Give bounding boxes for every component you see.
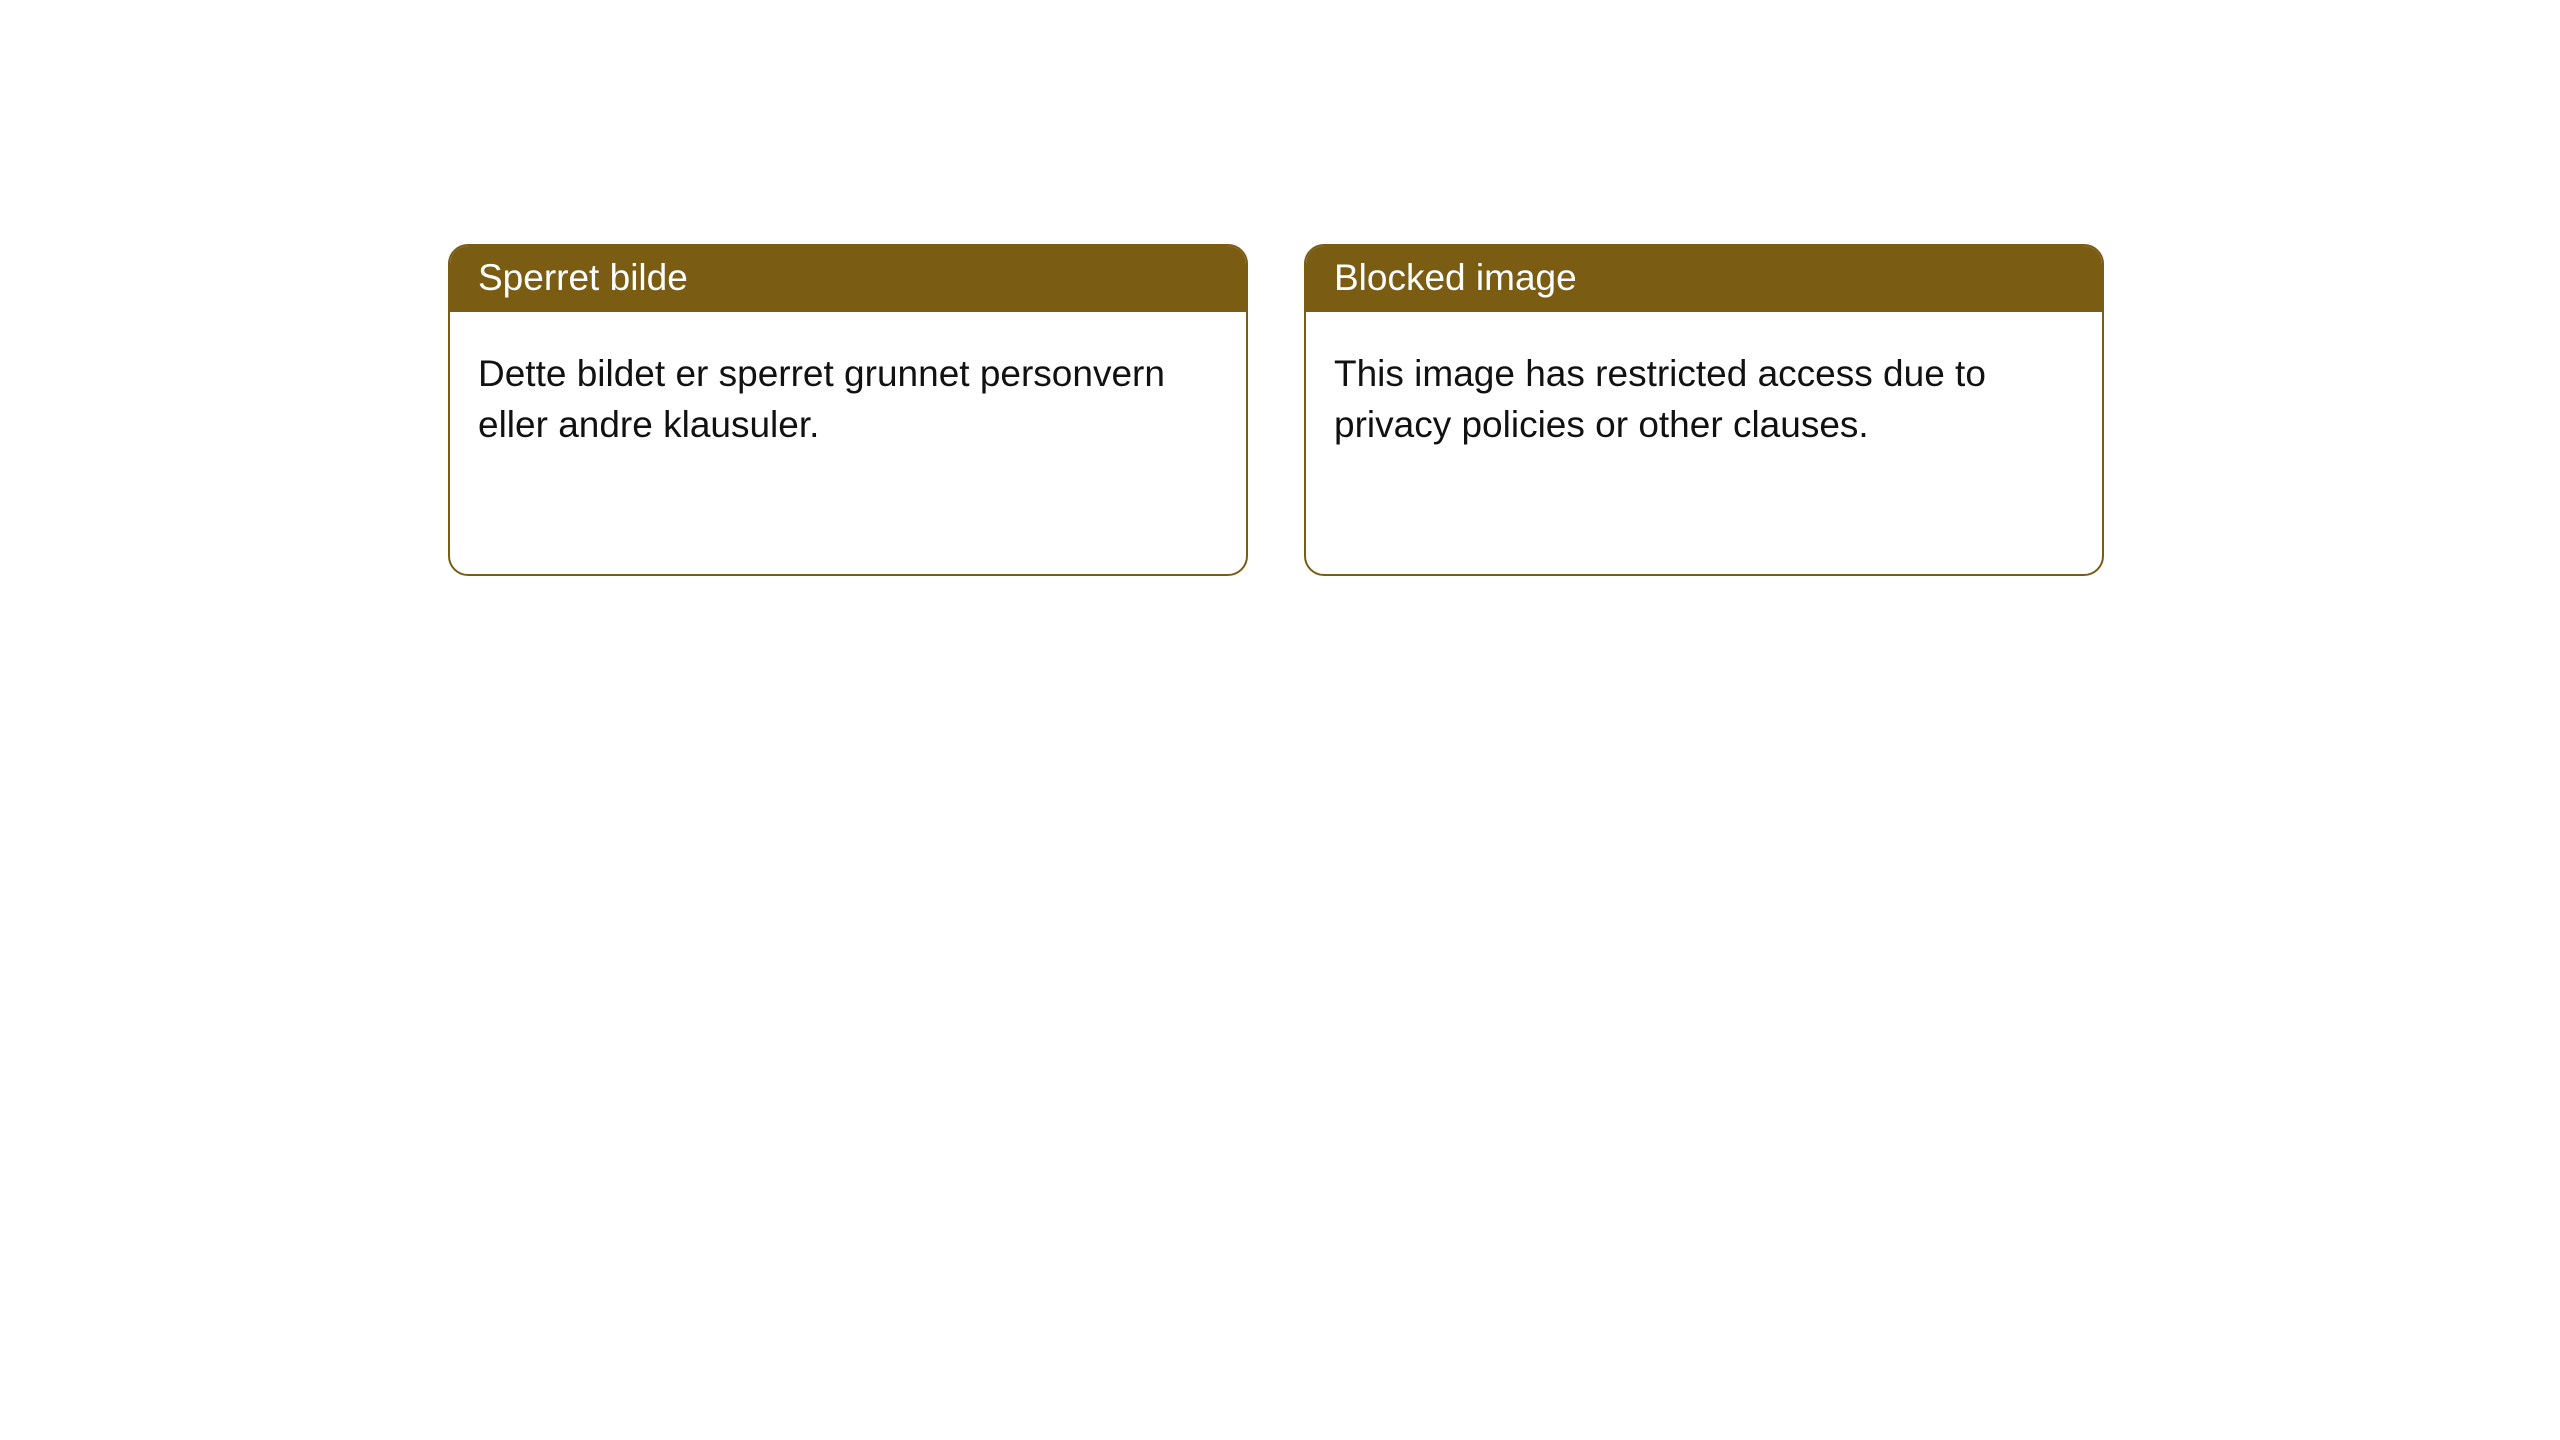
notice-message: Dette bildet er sperret grunnet personve… [478, 353, 1165, 445]
notice-body: This image has restricted access due to … [1306, 312, 2102, 478]
notice-header: Blocked image [1306, 246, 2102, 312]
notice-message: This image has restricted access due to … [1334, 353, 1986, 445]
notice-title: Blocked image [1334, 257, 1577, 298]
notice-card-english: Blocked image This image has restricted … [1304, 244, 2104, 576]
notice-title: Sperret bilde [478, 257, 688, 298]
notice-card-norwegian: Sperret bilde Dette bildet er sperret gr… [448, 244, 1248, 576]
notice-container: Sperret bilde Dette bildet er sperret gr… [0, 0, 2560, 576]
notice-header: Sperret bilde [450, 246, 1246, 312]
notice-body: Dette bildet er sperret grunnet personve… [450, 312, 1246, 478]
